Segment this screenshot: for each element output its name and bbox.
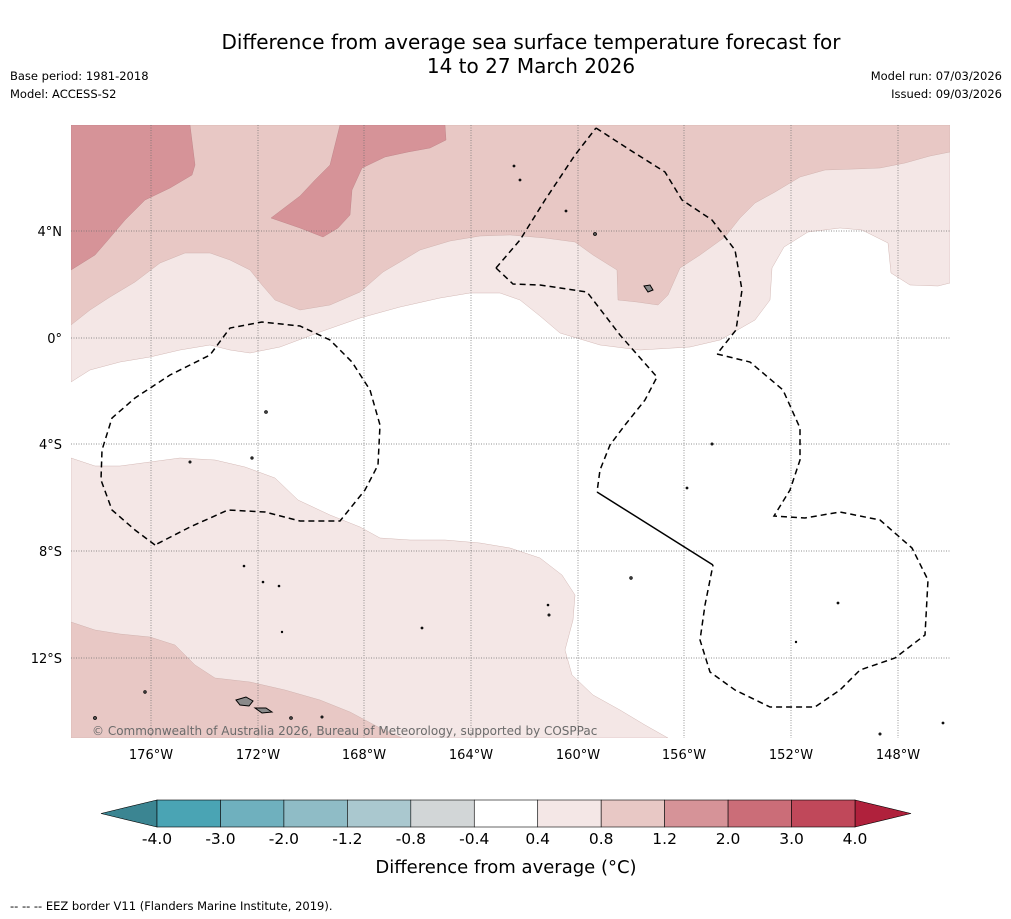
eez-kiribati-phoenix bbox=[100, 321, 381, 546]
band-north-1-2-central bbox=[270, 125, 447, 238]
anomaly-layer bbox=[71, 125, 950, 738]
model-run: Model run: 07/03/2026 bbox=[870, 69, 1002, 83]
colorbar-tick-label: -0.8 bbox=[396, 830, 426, 848]
colorbar-segment bbox=[791, 799, 856, 828]
island-dot bbox=[836, 601, 840, 605]
colorbar-tick-label: 1.2 bbox=[652, 830, 677, 848]
lon-label-172w: 172°W bbox=[236, 748, 280, 763]
lon-labels: 176°W 172°W 168°W 164°W 160°W 156°W 152°… bbox=[129, 748, 920, 763]
colorbar-over-arrow bbox=[854, 799, 912, 828]
colorbar-tick-label: -1.2 bbox=[332, 830, 362, 848]
colorbar-title: Difference from average (°C) bbox=[375, 857, 636, 878]
island-dot bbox=[710, 442, 714, 446]
island-dot bbox=[878, 732, 882, 736]
meta-right: Model run: 07/03/2026 Issued: 09/03/2026 bbox=[871, 67, 1002, 103]
island-dot bbox=[546, 603, 550, 607]
eez-cook-islands bbox=[699, 353, 929, 708]
meta-left: Base period: 1981-2018 Model: ACCESS-S2 bbox=[10, 67, 149, 103]
colorbar-tick-label: -0.4 bbox=[459, 830, 489, 848]
graticule bbox=[71, 125, 950, 738]
lat-labels: 4°N 0° 4°S 8°S 12°S bbox=[31, 225, 62, 667]
colorbar-tick-label: 0.8 bbox=[589, 830, 614, 848]
maritime-boundary-solid bbox=[596, 491, 714, 566]
lat-label-4n: 4°N bbox=[38, 225, 63, 240]
title-line-1: Difference from average sea surface temp… bbox=[221, 30, 841, 54]
colorbar-segment bbox=[410, 799, 475, 828]
island-dot bbox=[564, 209, 568, 213]
band-north-0-8 bbox=[71, 125, 950, 326]
colorbar-segment bbox=[347, 799, 412, 828]
lat-label-4s: 4°S bbox=[39, 438, 62, 453]
colorbar-tick-label: 0.4 bbox=[525, 830, 550, 848]
colorbar-segment bbox=[664, 799, 729, 828]
colorbar-segment bbox=[600, 799, 665, 828]
island-dot bbox=[941, 721, 945, 725]
colorbar-under-arrow bbox=[100, 799, 158, 828]
island-kiritimati bbox=[643, 284, 654, 293]
colorbar-tick-label: -4.0 bbox=[142, 830, 172, 848]
island-dot bbox=[593, 232, 597, 236]
colorbar-segment bbox=[283, 799, 348, 828]
lat-label-12s: 12°S bbox=[31, 652, 62, 667]
lon-label-168w: 168°W bbox=[342, 748, 386, 763]
island-dot bbox=[277, 584, 281, 588]
island-dot bbox=[143, 690, 147, 694]
lon-label-164w: 164°W bbox=[449, 748, 493, 763]
colorbar-tick-label: 3.0 bbox=[779, 830, 804, 848]
island-dot bbox=[280, 630, 284, 634]
island-dot bbox=[629, 576, 633, 580]
island-dot bbox=[188, 460, 192, 464]
lon-label-156w: 156°W bbox=[662, 748, 706, 763]
model-name: Model: ACCESS-S2 bbox=[10, 87, 117, 101]
island-dot bbox=[261, 580, 265, 584]
island-dot bbox=[420, 626, 424, 630]
band-north-1-2-west bbox=[71, 125, 196, 271]
lat-label-0: 0° bbox=[47, 332, 62, 347]
lon-label-160w: 160°W bbox=[556, 748, 600, 763]
colorbar-tick-label: 2.0 bbox=[716, 830, 741, 848]
island-dot bbox=[685, 486, 689, 490]
colorbar-segment bbox=[473, 799, 539, 828]
island-dot bbox=[289, 716, 293, 720]
base-period: Base period: 1981-2018 bbox=[10, 69, 149, 83]
colorbar-tick-label: 4.0 bbox=[843, 830, 868, 848]
colorbar-tick-label: -2.0 bbox=[269, 830, 299, 848]
eez-kiribati-line bbox=[595, 127, 743, 355]
lat-label-8s: 8°S bbox=[39, 545, 62, 560]
island-dot bbox=[320, 715, 324, 719]
island-dot bbox=[250, 456, 254, 460]
eez-footnote: -- -- -- EEZ border V11 (Flanders Marine… bbox=[10, 899, 333, 913]
island-samoa-savaii bbox=[235, 696, 254, 707]
island-samoa-upolu bbox=[253, 707, 274, 714]
colorbar-segment bbox=[220, 799, 285, 828]
colorbar-tick-label: -3.0 bbox=[205, 830, 235, 848]
eez-west-lower bbox=[495, 267, 658, 493]
band-south-0-8 bbox=[71, 621, 403, 738]
island-dot bbox=[547, 613, 551, 617]
lon-label-152w: 152°W bbox=[769, 748, 813, 763]
colorbar-segment bbox=[156, 799, 221, 828]
island-dot bbox=[242, 564, 246, 568]
island-dot bbox=[264, 410, 268, 414]
lon-label-176w: 176°W bbox=[129, 748, 173, 763]
island-dot bbox=[794, 640, 798, 644]
islands bbox=[93, 164, 945, 736]
map-title: Difference from average sea surface temp… bbox=[0, 30, 1011, 78]
colorbar-segment bbox=[727, 799, 792, 828]
title-line-2: 14 to 27 March 2026 bbox=[426, 54, 636, 78]
island-dot bbox=[512, 164, 516, 168]
eez-borders bbox=[100, 127, 929, 708]
copyright-notice: © Commonwealth of Australia 2026, Bureau… bbox=[92, 724, 597, 738]
island-dot bbox=[518, 178, 522, 182]
eez-kiribati-line-south bbox=[495, 127, 597, 269]
lon-label-148w: 148°W bbox=[876, 748, 920, 763]
colorbar-segment bbox=[537, 799, 602, 828]
issued-date: Issued: 09/03/2026 bbox=[891, 87, 1002, 101]
band-south-0-4 bbox=[71, 457, 669, 738]
colorbar: -4.0 -3.0 -2.0 -1.2 -0.8 -0.4 0.4 0.8 1.2 2.0 3.0 4… bbox=[100, 799, 912, 878]
island-dot bbox=[93, 716, 97, 720]
